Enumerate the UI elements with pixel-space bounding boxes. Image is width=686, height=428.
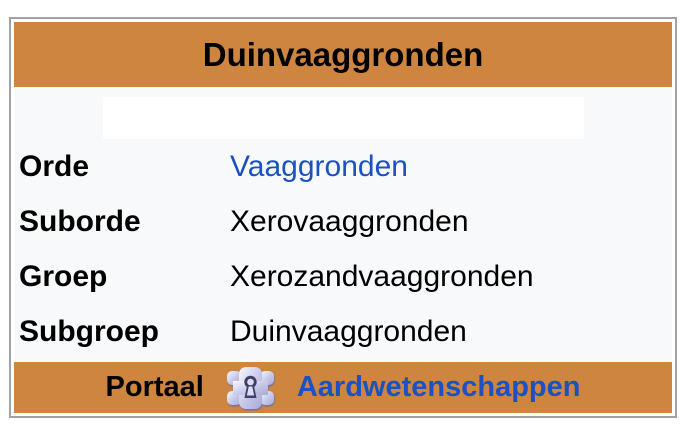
row-value-suborde: Xerovaaggronden (230, 204, 469, 238)
row-label-suborde: Suborde (19, 204, 141, 238)
portal-footer: Portaal (14, 362, 672, 413)
puzzle-portal-icon[interactable] (224, 365, 277, 411)
soil-infobox: Duinvaaggronden Orde Vaaggronden Suborde… (9, 17, 677, 418)
row-label-orde: Orde (19, 149, 90, 183)
row-value-groep: Xerozandvaaggronden (230, 259, 534, 293)
table-row: Suborde Xerovaaggronden (14, 194, 672, 249)
infobox-body: Duinvaaggronden Orde Vaaggronden Suborde… (14, 22, 672, 413)
image-placeholder (102, 97, 584, 139)
table-row: Groep Xerozandvaaggronden (14, 249, 672, 304)
portal-label: Portaal (105, 371, 204, 403)
table-row: Orde Vaaggronden (14, 139, 672, 194)
row-label-groep: Groep (19, 259, 108, 293)
row-value-subgroep: Duinvaaggronden (230, 314, 467, 348)
row-label-subgroep: Subgroep (19, 314, 159, 348)
link-aardwetenschappen[interactable]: Aardwetenschappen (296, 371, 581, 403)
table-row: Subgroep Duinvaaggronden (14, 304, 672, 359)
infobox-title: Duinvaaggronden (14, 22, 672, 87)
link-vaaggronden[interactable]: Vaaggronden (230, 149, 408, 183)
